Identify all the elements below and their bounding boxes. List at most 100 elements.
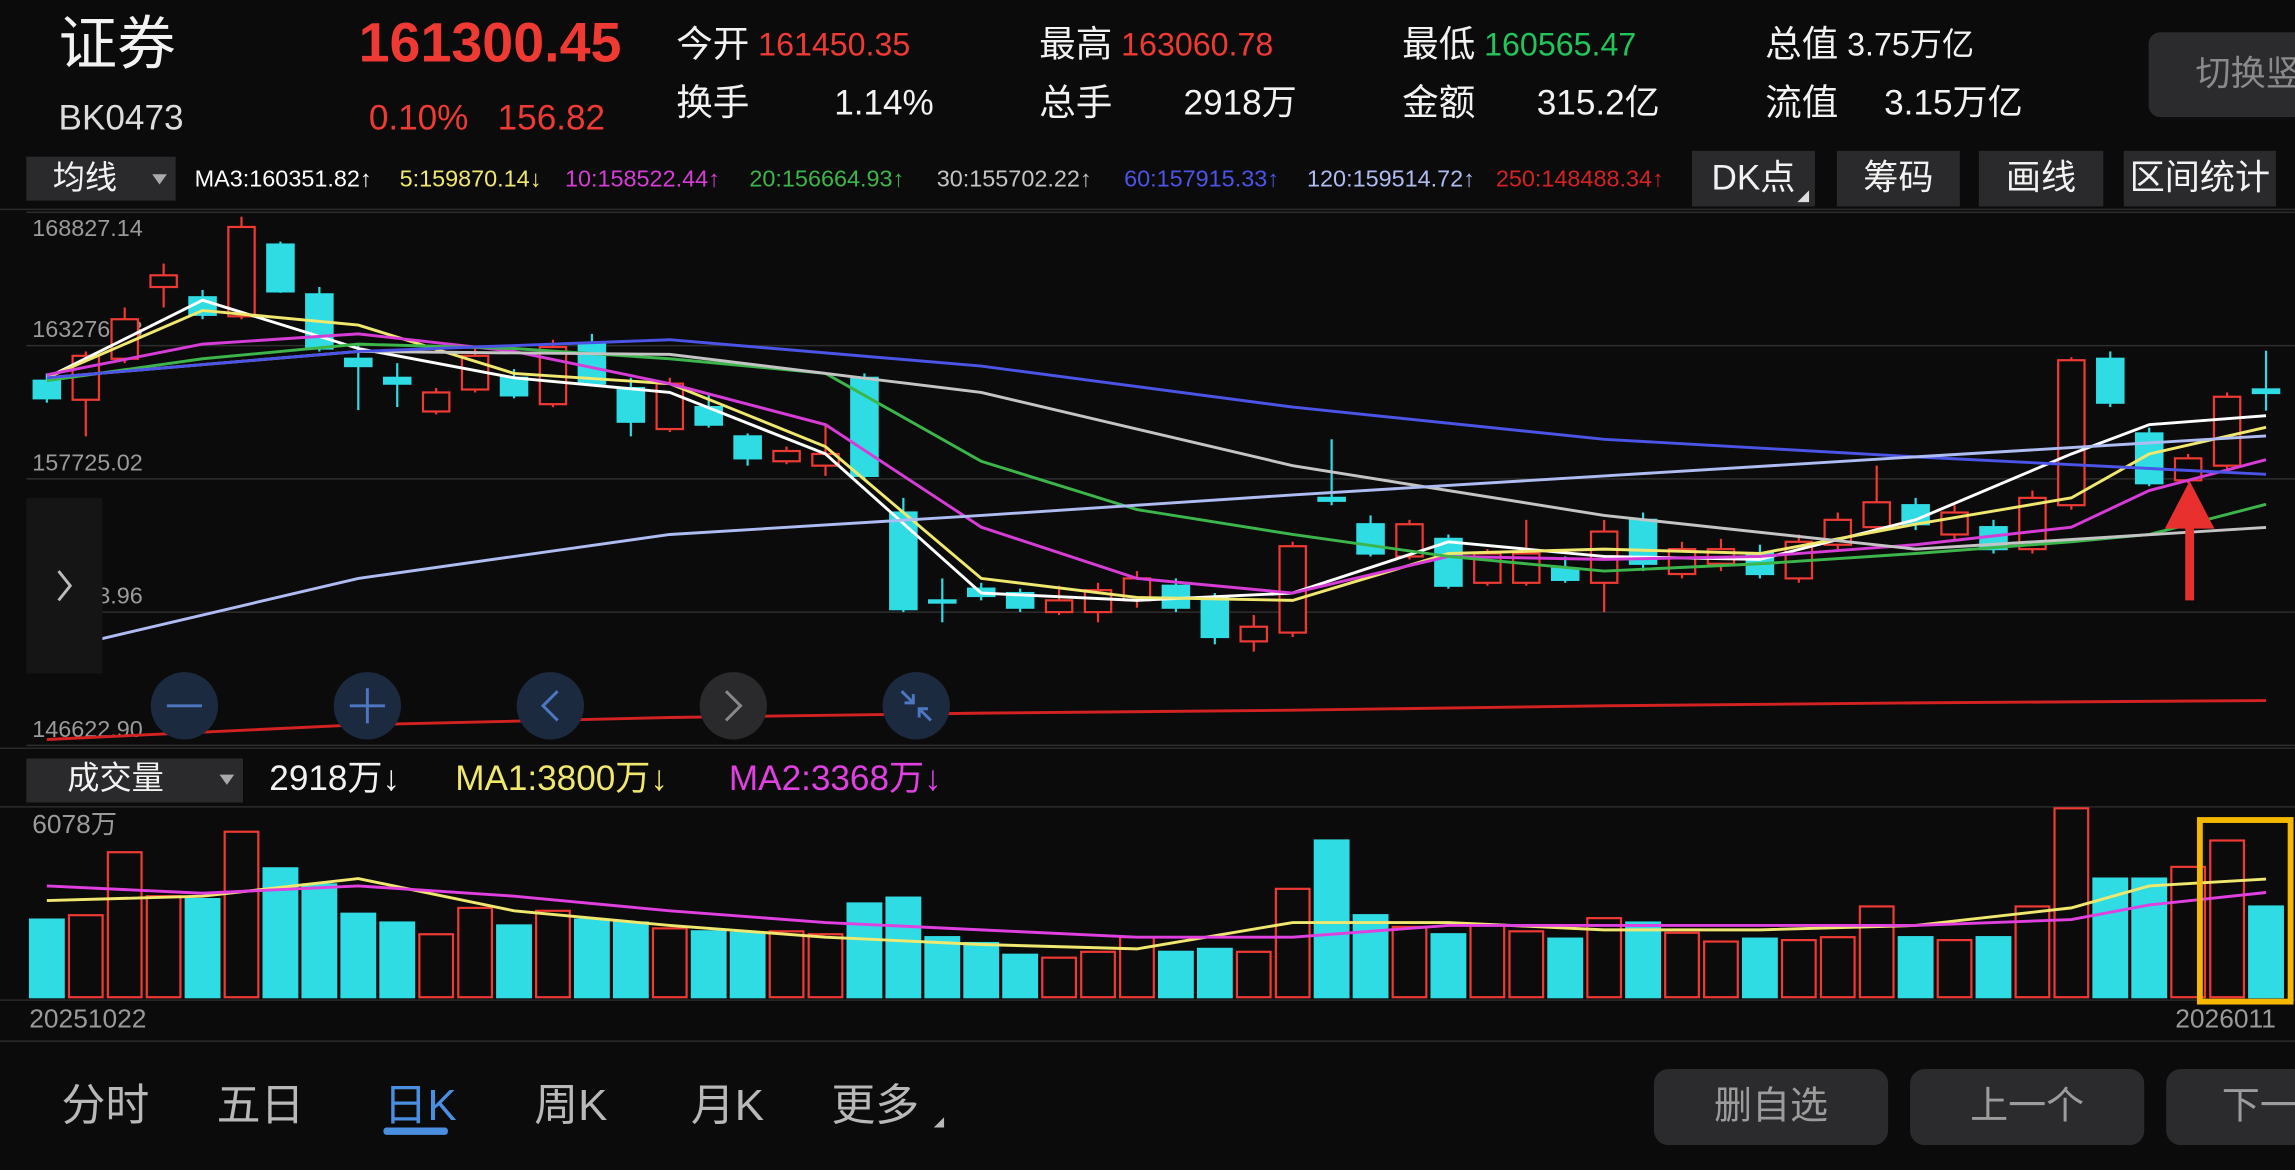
volume-bar [1858, 905, 1895, 999]
stat-label: 最高 [1039, 24, 1112, 65]
candle-body [1434, 537, 1463, 587]
candle-body [1044, 599, 1074, 614]
tab[interactable]: 五日 [217, 1081, 305, 1130]
volume-bar [807, 933, 844, 999]
change: 156.82 [498, 98, 605, 137]
button-text: 删自选 [1714, 1086, 1828, 1128]
button[interactable] [1653, 1068, 1889, 1146]
stat-value: 160565.47 [1484, 26, 1636, 62]
volume-bar [1002, 953, 1039, 999]
candle-body [499, 376, 529, 397]
button[interactable] [1910, 1068, 2145, 1146]
volume-bar [2131, 877, 2168, 999]
volume-bar [301, 883, 338, 999]
volume-bar [1819, 936, 1856, 999]
volume-bar [2053, 807, 2090, 999]
shrink-icon [900, 690, 932, 722]
volume-bar [651, 927, 688, 999]
ma-line [46, 298, 2267, 602]
tab[interactable]: 更多 [831, 1081, 919, 1130]
candle-body [1356, 523, 1385, 555]
volume-legend: 2918万↓ [269, 759, 400, 798]
dropdown-icon [152, 174, 167, 185]
volume-bar [418, 933, 455, 999]
volume-bar [1780, 938, 1817, 999]
toolbar-button[interactable] [2123, 150, 2276, 207]
stat-label: 换手 [676, 82, 749, 123]
stat-value: 2918万 [1184, 84, 1297, 123]
button[interactable] [2166, 1068, 2295, 1146]
prev-button[interactable] [516, 672, 584, 740]
stat-label: 最低 [1402, 24, 1475, 65]
volume-bar [1508, 930, 1545, 999]
candle-body [733, 435, 762, 460]
volume-bar [1352, 914, 1389, 999]
toolbar-button-text: 区间统计 [2130, 158, 2270, 197]
volume-bar [1235, 950, 1272, 999]
stat-label: 总手 [1039, 82, 1112, 123]
switch-button[interactable] [2148, 32, 2295, 118]
volume-bar [1274, 887, 1311, 999]
candle-body [616, 386, 646, 423]
volume-bar [2209, 839, 2246, 999]
next-button[interactable] [699, 672, 767, 740]
volume-bar [184, 897, 221, 999]
toolbar-button[interactable] [1691, 150, 1815, 207]
vol-ma-legend: MA2:3368万↓ [729, 759, 942, 798]
scroll-button[interactable] [26, 497, 103, 674]
candle-body [2212, 395, 2242, 467]
candle-body [1317, 496, 1346, 502]
toolbar-button[interactable] [1978, 150, 2104, 207]
volume-bar [768, 930, 805, 999]
stat-label: 今开 [676, 24, 749, 65]
tab[interactable]: 月K [691, 1081, 764, 1130]
ma-legend: 250:148488.34↑ [1496, 165, 1664, 191]
x-tick-label: 2026011 [2175, 1004, 2276, 1034]
ma-line [46, 332, 2267, 595]
toolbar-button[interactable] [1836, 150, 1960, 207]
candle-body [32, 379, 62, 400]
volume-bar [1664, 931, 1700, 999]
volume-bar [496, 924, 532, 999]
stat-value: 1.14% [834, 84, 934, 123]
volume-bar [1625, 921, 1662, 999]
volume-bar [963, 941, 1000, 999]
volume-select-text: 成交量 [67, 760, 164, 796]
red-arrow [2164, 481, 2215, 601]
volume-bar [1469, 924, 1506, 999]
zoom-controls [150, 672, 950, 740]
ma-line [46, 884, 2267, 939]
stock-name: 证券 [59, 12, 176, 77]
stat-value: 163060.78 [1121, 26, 1273, 62]
stat-value: 3.75万亿 [1847, 26, 1974, 62]
volume-select[interactable] [26, 758, 243, 803]
candle-body [2057, 359, 2086, 507]
vol-ma-legend: MA1:3800万↓ [455, 759, 668, 798]
ma-legend: MA3:160351.82↑ [195, 165, 372, 191]
ma-line [46, 338, 2267, 476]
volume-bar [535, 909, 571, 999]
candle-body [1005, 591, 1035, 609]
change-pct: 0.10% [369, 98, 469, 137]
volume-bar [612, 921, 649, 999]
volume-bar [340, 912, 377, 999]
y-tick-label: 168827.14 [32, 215, 143, 241]
chevron-icon [57, 570, 73, 602]
ma-line [46, 434, 2267, 654]
volume-bar [1547, 937, 1584, 999]
right-icon [724, 690, 743, 722]
volume-bar [1313, 839, 1350, 999]
volume-bar [145, 895, 182, 999]
candle-body [1862, 501, 1891, 529]
tab[interactable]: 分时 [61, 1081, 149, 1130]
tab-active[interactable]: 日K [383, 1081, 456, 1130]
x-tick-label: 20251022 [29, 1004, 146, 1034]
volume-bar [573, 918, 610, 999]
ma-legend: 60:157915.33↑ [1124, 165, 1279, 191]
volume-bar [457, 906, 494, 999]
ma-select[interactable] [26, 156, 176, 201]
volume-bar [28, 918, 65, 999]
tab[interactable]: 周K [534, 1081, 607, 1130]
shrink-button[interactable] [882, 672, 950, 740]
volume-bar [729, 931, 766, 999]
